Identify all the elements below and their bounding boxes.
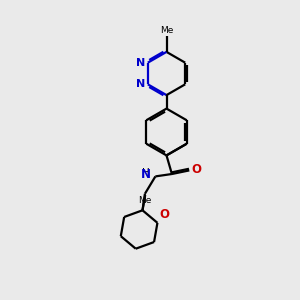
Text: H: H: [142, 168, 150, 178]
Text: N: N: [141, 168, 151, 182]
Text: O: O: [159, 208, 169, 221]
Text: N: N: [136, 58, 146, 68]
Text: O: O: [191, 163, 201, 176]
Text: Me: Me: [160, 26, 173, 35]
Text: N: N: [136, 79, 146, 89]
Text: Me: Me: [139, 196, 152, 205]
